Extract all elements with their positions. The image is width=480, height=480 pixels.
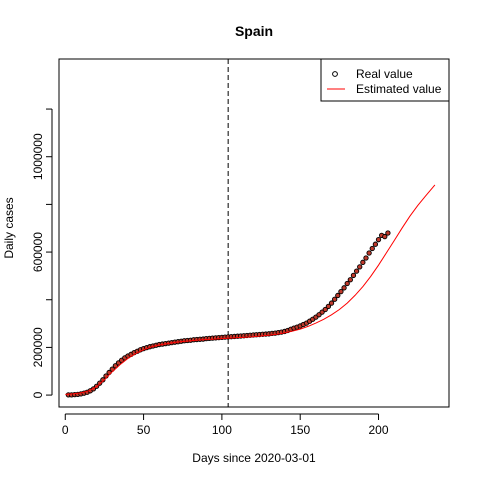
real-value-point [347, 277, 353, 283]
real-value-point [382, 233, 388, 240]
real-value-point [369, 245, 375, 252]
real-value-point [366, 250, 372, 256]
legend-estimated-label: Estimated value [356, 82, 442, 96]
y-tick-label: 1000000 [31, 133, 45, 180]
real-value-point [375, 237, 382, 243]
real-value-point [335, 292, 341, 299]
real-value-point [341, 285, 347, 291]
real-value-point [353, 268, 360, 274]
real-value-point [112, 363, 119, 369]
y-tick-label: 200000 [31, 327, 45, 367]
plot-frame [58, 58, 450, 408]
y-axis-label: Daily cases [2, 197, 16, 258]
chart-title: Spain [235, 23, 273, 39]
estimated-value-line [65, 184, 436, 395]
real-value-point [338, 288, 344, 295]
x-tick-label: 0 [62, 423, 69, 437]
legend-real-label: Real value [356, 67, 413, 81]
y-tick-label: 600000 [31, 232, 45, 272]
x-tick-label: 150 [290, 423, 310, 437]
real-value-point [350, 272, 357, 279]
real-value-point [344, 280, 350, 287]
legend-box [320, 58, 450, 102]
real-value-point [385, 230, 391, 236]
x-tick-label: 50 [137, 423, 151, 437]
real-value-point [363, 255, 369, 261]
real-value-point [372, 241, 379, 247]
legend-real-symbol [332, 71, 338, 77]
real-value-point [325, 303, 332, 310]
plot-area: 0 50 100 150 200 0 200000 600000 1000000 Real val… [31, 58, 450, 437]
real-value-point [328, 300, 335, 306]
real-value-point [357, 264, 363, 270]
x-tick-label: 100 [212, 423, 232, 437]
x-axis-label: Days since 2020-03-01 [192, 451, 316, 465]
real-value-point [322, 306, 328, 313]
real-value-point [332, 296, 338, 302]
x-tick-label: 200 [369, 423, 389, 437]
y-tick-label: 0 [31, 391, 45, 398]
real-value-point [360, 259, 366, 265]
